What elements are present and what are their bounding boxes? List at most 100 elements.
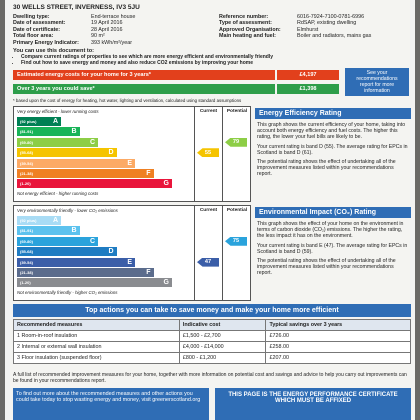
certificate-page: 30 WELLS STREET, INVERNESS, IV3 5JU Dwel… <box>5 0 415 420</box>
rating-band: (69-80) C <box>17 137 98 147</box>
detail-value: Boiler and radiators, mains gas <box>297 33 372 40</box>
saving-value: £1,398 <box>277 84 339 94</box>
detail-row: Type of assessment: RdSAP, existing dwell… <box>219 20 371 26</box>
explanation-text: The potential rating shows the effect of… <box>257 159 396 178</box>
band-range: (69-80) <box>20 139 33 145</box>
explanation-text: This graph shows the effect of your home… <box>257 221 404 240</box>
detail-label: Dwelling type: <box>13 14 50 20</box>
table-row: 3 Floor insulation (suspended floor) £800… <box>13 352 411 364</box>
footnote: * based upon the cost of energy for heat… <box>13 98 242 103</box>
environment-explanation: Environmental Impact (CO₂) Rating This gr… <box>255 207 411 277</box>
band-range: (69-80) <box>20 238 33 244</box>
band-letter: C <box>89 237 95 245</box>
band-range: (39-54) <box>20 160 33 166</box>
detail-label: Reference number: <box>219 14 269 20</box>
rating-band: (39-54) E <box>17 257 135 267</box>
detail-row: Total floor area: 90 m² <box>13 33 135 39</box>
detail-label: Date of certificate: <box>13 26 61 33</box>
detail-value: End-terrace house <box>91 14 136 20</box>
energy-explanation: Energy Efficiency Rating This graph shows… <box>255 108 411 178</box>
intro-bullet: Find out how to save energy and money an… <box>21 60 413 66</box>
potential-rating-arrow: 79 <box>225 137 247 147</box>
table-header: Indicative cost <box>178 319 267 331</box>
band-letter: E <box>127 258 132 266</box>
band-letter: A <box>52 217 58 224</box>
bottom-caption: Not energy efficient - higher running co… <box>17 190 99 196</box>
band-letter: F <box>146 269 151 276</box>
table-cell: 1 Room-in-roof insulation <box>13 330 180 342</box>
details-right: Reference number: 6016-7924-7100-0781-699… <box>219 14 371 40</box>
top-caption: Very environmentally friendly - lower CO… <box>17 208 118 213</box>
detail-value: 90 m² <box>91 33 105 40</box>
potential-header: Potential <box>222 107 251 115</box>
detail-label: Primary Energy Indicator: <box>13 39 79 46</box>
explanation-text: This graph shows the current efficiency … <box>257 122 406 141</box>
band-range: (1-20) <box>20 280 31 286</box>
rating-band: (55-68) D <box>17 148 117 158</box>
detail-value: 28 April 2016 <box>91 26 123 33</box>
rating-band: (1-20) G <box>17 179 172 189</box>
detail-row: Reference number: 6016-7924-7100-0781-699… <box>219 14 371 20</box>
report-note: See your recommendations report for more… <box>345 68 409 96</box>
band-range: (39-54) <box>20 259 33 265</box>
detail-value: 6016-7924-7100-0781-6996 <box>297 14 365 20</box>
detail-label: Total floor area: <box>13 33 54 40</box>
band-range: (21-38) <box>20 270 33 275</box>
table-cell: £4,000 - £14,000 <box>178 341 267 353</box>
environment-chart: Current Potential Very environmentally fri… <box>13 205 251 301</box>
detail-label: Date of assessment: <box>13 20 66 27</box>
rating-band: (21-38) F <box>17 268 154 277</box>
rating-band: (92 plus) A <box>17 216 61 225</box>
table-footer: A full list of recommended improvement m… <box>13 372 407 384</box>
detail-row: Main heating and fuel: Boiler and radiato… <box>219 33 371 39</box>
table-cell: 2 Internal or external wall insulation <box>13 341 180 353</box>
detail-label: Main heating and fuel: <box>219 33 276 40</box>
table-cell: £207.00 <box>265 352 411 364</box>
band-range: (92 plus) <box>20 218 37 223</box>
table-row: 2 Internal or external wall insulation £4… <box>13 341 411 353</box>
intro: You can use this document to: Compare cu… <box>13 48 413 66</box>
rating-band: (55-68) D <box>17 247 117 257</box>
band-letter: D <box>108 149 114 157</box>
band-range: (55-68) <box>20 150 33 156</box>
band-letter: G <box>163 180 169 188</box>
band-letter: B <box>71 227 77 235</box>
table-cell: 3 Floor insulation (suspended floor) <box>13 352 180 364</box>
detail-row: Date of certificate: 28 April 2016 <box>13 27 135 33</box>
band-letter: D <box>108 248 114 256</box>
saving-row: Over 3 years you could save* £1,398 <box>13 84 339 94</box>
intro-bullets: Compare current ratings of properties to… <box>13 54 413 66</box>
top-caption: Very energy efficient - lower running co… <box>17 109 99 114</box>
current-header: Current <box>194 107 222 115</box>
potential-header: Potential <box>222 206 251 214</box>
table-cell: £1,500 - £2,700 <box>178 330 267 342</box>
band-range: (55-68) <box>20 249 33 255</box>
band-letter: C <box>89 138 95 146</box>
band-range: (81-91) <box>20 129 33 135</box>
rating-band: (92 plus) A <box>17 117 61 126</box>
recommendations-table: Recommended measures Indicative cost Typic… <box>13 319 411 364</box>
explanation-text: Your current rating is band E (47). The … <box>257 242 408 255</box>
detail-row: Primary Energy Indicator: 393 kWh/m²/year <box>13 40 135 46</box>
table-row: 1 Room-in-roof insulation £1,500 - £2,700… <box>13 330 411 342</box>
details-left: Dwelling type: End-terrace house Date of a… <box>13 14 135 46</box>
band-range: (81-91) <box>20 228 33 234</box>
rating-band: (39-54) E <box>17 158 135 168</box>
cost-row: Estimated energy costs for your home for… <box>13 70 339 80</box>
top-actions-title: Top actions you can take to save money a… <box>13 304 411 317</box>
band-range: (92 plus) <box>20 119 37 124</box>
certificate-notice: THIS PAGE IS THE ENERGY PERFORMANCE CERT… <box>215 388 411 420</box>
intro-title: You can use this document to: <box>13 48 95 54</box>
explanation-title: Energy Efficiency Rating <box>255 108 411 119</box>
band-range: (21-38) <box>20 171 33 176</box>
column-divider <box>222 107 223 201</box>
table-header: Typical savings over 3 years <box>265 319 411 331</box>
detail-row: Approved Organisation: Elmhurst <box>219 27 371 33</box>
band-letter: E <box>127 159 132 167</box>
band-range: (1-20) <box>20 181 31 187</box>
current-rating-arrow: 47 <box>197 257 219 267</box>
column-divider <box>222 206 223 300</box>
energy-chart: Current Potential Very energy efficient - … <box>13 106 251 202</box>
cost-value: £4,197 <box>277 70 339 80</box>
column-divider <box>194 206 195 300</box>
